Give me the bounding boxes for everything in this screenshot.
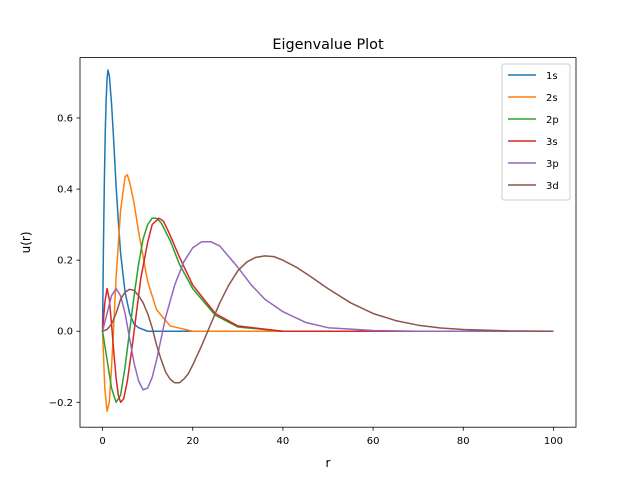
legend-box — [501, 63, 571, 201]
y-tick-label: 0.2 — [57, 256, 73, 267]
y-axis-ticks: −0.2 0.0 0.2 0.4 0.6 — [49, 114, 80, 409]
plot-frame — [79, 57, 577, 428]
series-lines — [101, 69, 554, 412]
legend: 1s 2s 2p 3s 3p 3d — [501, 63, 571, 201]
legend-label-2s: 2s — [546, 93, 558, 104]
legend-label-2p: 2p — [546, 115, 559, 126]
x-tick-label: 40 — [277, 436, 290, 447]
x-tick-label: 80 — [457, 436, 470, 447]
y-tick-label: 0.6 — [57, 114, 73, 125]
series-line-3p — [101, 240, 554, 391]
series-line-1s — [101, 69, 554, 332]
x-tick-label: 0 — [99, 436, 105, 447]
series-line-2p — [101, 217, 554, 404]
y-tick-label: 0.4 — [57, 185, 73, 196]
y-tick-label: −0.2 — [49, 398, 73, 409]
series-line-2s — [101, 174, 554, 412]
series-line-3s — [101, 217, 554, 404]
legend-label-1s: 1s — [546, 71, 558, 82]
chart-title: Eigenvalue Plot — [272, 37, 384, 53]
series-line-3d — [102, 255, 554, 384]
legend-label-3d: 3d — [546, 181, 559, 192]
x-tick-label: 100 — [544, 436, 563, 447]
x-tick-label: 20 — [186, 436, 199, 447]
x-axis-label: r — [326, 456, 331, 470]
y-axis-label: u(r) — [19, 231, 33, 253]
y-tick-label: 0.0 — [57, 327, 73, 338]
x-tick-label: 60 — [367, 436, 380, 447]
legend-label-3s: 3s — [546, 137, 558, 148]
x-axis-ticks: 0 20 40 60 80 100 — [99, 427, 563, 447]
legend-label-3p: 3p — [546, 159, 559, 170]
